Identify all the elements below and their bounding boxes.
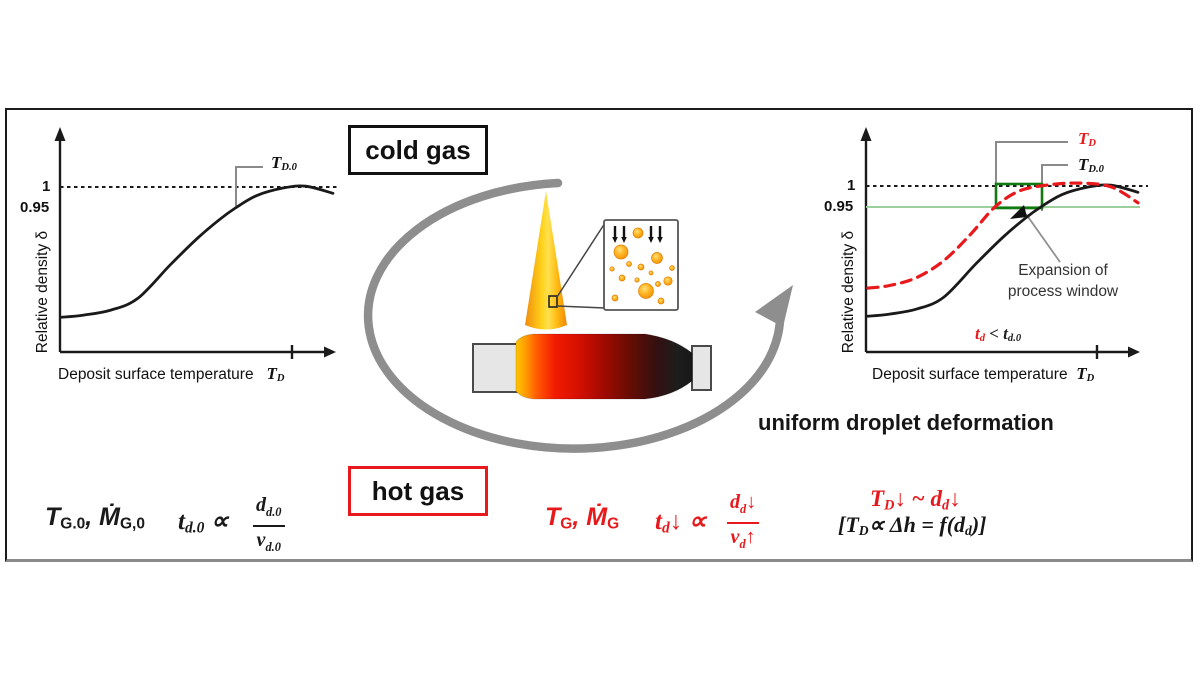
hot-solidification-fraction: dd↓ vd↑ [727, 489, 760, 557]
right-tick-095: 0.95 [824, 198, 854, 215]
droplet [648, 270, 654, 276]
billet-right-cap [691, 345, 712, 391]
droplet [655, 281, 661, 287]
uniform-droplet-deformation-caption: uniform droplet deformation [758, 410, 1054, 435]
left-x-axis-symbol: TD [266, 364, 285, 385]
zoom-connector-top [556, 222, 606, 298]
droplet [669, 265, 675, 271]
droplet-velocity-arrows [613, 226, 662, 237]
right-y-axis-label: Relative density δ [840, 230, 857, 354]
hot-gas-parameters: TG, ṀG [545, 503, 620, 533]
right-annotation-TD0: TD.0 [1078, 155, 1104, 176]
left-tick-095: 0.95 [20, 199, 50, 216]
left-annotation-TD0: TD.0 [271, 153, 297, 174]
left-y-axis-arrow [54, 127, 66, 141]
droplet [613, 244, 629, 260]
right-x-axis-label: Deposit surface temperature TD [872, 364, 1095, 385]
droplet [663, 276, 673, 286]
droplet [618, 274, 626, 282]
droplet [609, 266, 615, 272]
droplet [637, 263, 645, 271]
right-density-curve-hot-gas [866, 181, 1140, 290]
billet-hot-body [515, 333, 693, 400]
zoom-inset [603, 219, 679, 311]
droplet [634, 277, 640, 283]
left-chart-axes [58, 138, 327, 359]
cold-gas-label: cold gas [348, 125, 488, 175]
right-x-axis-arrow [1128, 346, 1140, 358]
spray-flame [525, 191, 567, 330]
left-y-axis-label: Relative density δ [34, 230, 51, 354]
droplet [626, 261, 632, 267]
cold-gas-parameters: TG.0, ṀG,0 [45, 503, 145, 533]
right-TD-bracket [995, 141, 1068, 184]
droplet [638, 283, 654, 299]
right-x-axis-symbol: TD [1076, 364, 1095, 385]
left-x-axis-arrow [324, 346, 336, 358]
hot-gas-label: hot gas [348, 466, 488, 516]
rotation-arrow [363, 178, 785, 453]
left-x-axis-label: Deposit surface temperature TD [58, 364, 285, 385]
rotation-arrow-head [755, 285, 793, 327]
right-chart-axes [864, 138, 1131, 359]
process-window-label: Expansion of process window [1007, 262, 1119, 300]
droplets [609, 227, 675, 305]
right-density-curve-baseline [866, 183, 1140, 318]
droplet [651, 252, 663, 264]
left-TD0-bracket [235, 166, 263, 206]
condition-td-label: td < td.0 [975, 324, 1022, 345]
droplet [611, 294, 619, 302]
cold-solidification-fraction: dd.0 vd.0 [253, 492, 285, 560]
billet-left-cap [472, 343, 523, 393]
droplet-velocity-arrowheads [612, 237, 663, 243]
droplet [657, 297, 665, 305]
process-window-box [994, 182, 1044, 210]
substrate-billet [472, 333, 712, 400]
zoom-connector-bottom [556, 305, 606, 309]
window-leader-line [1025, 213, 1061, 263]
left-tick-1: 1 [42, 178, 51, 195]
cold-solidification-lhs: td.0 ∝ [178, 508, 229, 537]
window-pointer-arrow [1010, 205, 1027, 219]
left-density-curve [60, 184, 335, 319]
hot-solidification-lhs: td↓ ∝ [655, 508, 707, 537]
droplet [632, 227, 644, 239]
right-y-axis-arrow [860, 127, 872, 141]
zoom-source-rect [548, 295, 558, 308]
right-tick-1: 1 [847, 177, 856, 194]
result-relation-red: TD↓ ~ dd↓ [870, 486, 961, 514]
result-relation-black: [TD∝ Δh = f(dd)] [838, 512, 987, 539]
right-annotation-TD: TD [1078, 129, 1096, 150]
